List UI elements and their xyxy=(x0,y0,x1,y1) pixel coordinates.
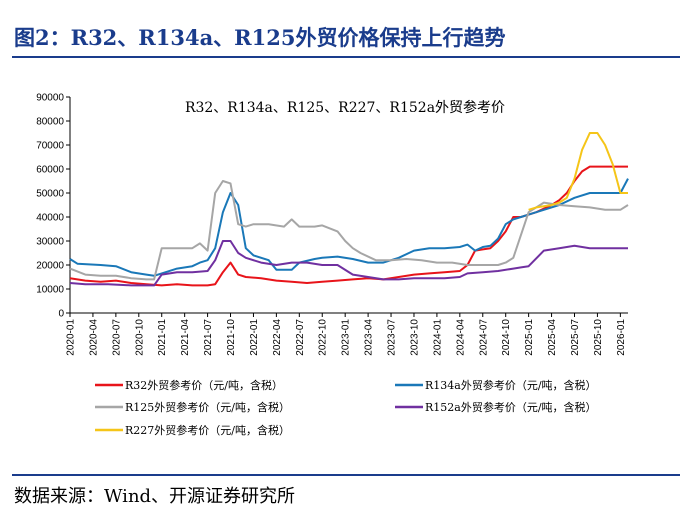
y-tick-label: 90000 xyxy=(36,93,64,104)
x-tick-label: 2022-01 xyxy=(249,319,260,356)
x-tick-label: 2020-01 xyxy=(66,319,77,356)
x-tick-label: 2022-04 xyxy=(272,319,283,356)
chart-title: R32、R134a、R125、R227、R152a外贸参考价 xyxy=(185,99,505,116)
x-tick-label: 2025-04 xyxy=(547,319,558,356)
series-line-3 xyxy=(69,240,628,287)
x-tick-label: 2021-07 xyxy=(203,319,214,356)
x-tick-label: 2024-04 xyxy=(455,319,466,356)
y-tick-label: 80000 xyxy=(36,117,64,128)
x-tick-label: 2024-10 xyxy=(501,319,512,356)
legend-label: R32外贸参考价（元/吨，含税） xyxy=(125,378,283,392)
legend-label: R134a外贸参考价（元/吨，含税） xyxy=(425,378,597,392)
series-line-4 xyxy=(528,132,628,211)
x-tick-label: 2021-01 xyxy=(157,319,168,356)
figure-title: 图2：R32、R134a、R125外贸价格保持上行趋势 xyxy=(14,25,506,50)
x-tick-label: 2020-04 xyxy=(88,319,99,356)
x-tick-label: 2023-01 xyxy=(341,319,352,356)
y-tick-label: 70000 xyxy=(36,141,64,152)
x-tick-label: 2026-01 xyxy=(616,319,627,356)
y-tick-label: 30000 xyxy=(36,237,64,248)
x-tick-label: 2025-10 xyxy=(593,319,604,356)
y-tick-label: 20000 xyxy=(36,261,64,272)
x-tick-label: 2025-07 xyxy=(570,319,581,356)
x-tick-label: 2023-10 xyxy=(409,319,420,356)
y-tick-label: 60000 xyxy=(36,165,64,176)
y-tick-label: 10000 xyxy=(36,285,64,296)
y-tick-label: 0 xyxy=(58,309,64,320)
x-tick-label: 2024-01 xyxy=(432,319,443,356)
chart-axes: 0 10000 20000 30000 40000 50000 60000 70000 8000… xyxy=(36,93,628,356)
legend-label: R125外贸参考价（元/吨，含税） xyxy=(125,400,290,414)
x-tick-label: 2020-10 xyxy=(134,319,145,356)
chart-legend: R32外贸参考价（元/吨，含税） R134a外贸参考价（元/吨，含税） R125外贸… xyxy=(95,378,597,437)
legend-label: R227外贸参考价（元/吨，含税） xyxy=(125,423,290,437)
x-tick-label: 2021-04 xyxy=(180,319,191,356)
legend-label: R152a外贸参考价（元/吨，含税） xyxy=(425,400,597,414)
series-line-0 xyxy=(69,165,628,287)
y-tick-label: 50000 xyxy=(36,189,64,200)
series-layer xyxy=(69,132,629,287)
series-line-1 xyxy=(69,178,629,277)
x-tick-label: 2021-10 xyxy=(226,319,237,356)
y-tick-label: 40000 xyxy=(36,213,64,224)
x-tick-label: 2023-04 xyxy=(364,319,375,356)
x-tick-label: 2022-10 xyxy=(318,319,329,356)
series-line-2 xyxy=(69,180,629,281)
x-tick-label: 2020-07 xyxy=(111,319,122,356)
x-tick-label: 2023-07 xyxy=(387,319,398,356)
x-tick-label: 2025-01 xyxy=(524,319,535,356)
x-tick-label: 2022-07 xyxy=(295,319,306,356)
x-tick-label: 2024-07 xyxy=(478,319,489,356)
source-divider xyxy=(12,474,680,476)
line-chart: 0 10000 20000 30000 40000 50000 60000 70000 8000… xyxy=(36,93,629,437)
source-note: 数据来源：Wind、开源证券研究所 xyxy=(14,486,296,507)
title-underline xyxy=(12,56,680,58)
